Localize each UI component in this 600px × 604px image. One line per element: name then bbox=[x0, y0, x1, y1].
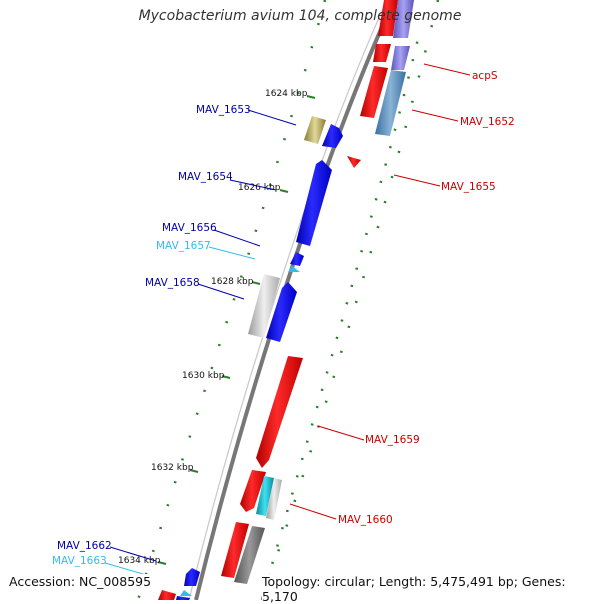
leader-line bbox=[104, 562, 151, 577]
leader-line bbox=[423, 63, 471, 76]
leader-line bbox=[289, 503, 337, 520]
gene-feature-mav1662[interactable] bbox=[184, 568, 200, 586]
gene-feature[interactable] bbox=[176, 596, 190, 600]
gene-feature-mav1658[interactable] bbox=[248, 274, 280, 338]
accession-text: Accession: NC_008595 bbox=[9, 574, 152, 589]
tick-mark bbox=[157, 561, 167, 565]
gene-label-mav1663[interactable]: MAV_1663 bbox=[52, 555, 107, 567]
tick-mark bbox=[279, 189, 289, 193]
gene-feature-mav1660[interactable] bbox=[266, 478, 282, 520]
gene-label-mav1656[interactable]: MAV_1656 bbox=[162, 222, 217, 234]
minus-strand-genes bbox=[158, 116, 343, 600]
genome-backbone-inner bbox=[188, 0, 388, 600]
gene-feature[interactable] bbox=[234, 526, 265, 584]
tick-label: 1634 kbp bbox=[118, 556, 161, 566]
gene-label-mav1655[interactable]: MAV_1655 bbox=[441, 181, 496, 193]
gene-label-mav1657[interactable]: MAV_1657 bbox=[156, 240, 211, 252]
gene-feature[interactable] bbox=[221, 522, 249, 578]
gene-feature-mav1657[interactable] bbox=[288, 266, 300, 272]
gene-feature[interactable] bbox=[158, 590, 176, 600]
gene-feature-mav1658[interactable] bbox=[266, 282, 297, 342]
tick-label: 1632 kbp bbox=[151, 463, 194, 473]
gene-feature[interactable] bbox=[378, 0, 398, 36]
tick-label: 1630 kbp bbox=[182, 371, 225, 381]
tick-label: 1626 kbp bbox=[238, 183, 281, 193]
gene-feature-mav1660[interactable] bbox=[256, 476, 274, 516]
leader-line bbox=[213, 229, 261, 247]
leader-line bbox=[229, 179, 277, 191]
gene-feature-mav1655[interactable] bbox=[347, 156, 361, 168]
gene-label-mav1662[interactable]: MAV_1662 bbox=[57, 540, 112, 552]
tick-mark bbox=[251, 281, 261, 285]
plus-strand-genes bbox=[221, 0, 414, 584]
tick-label: 1624 kbp bbox=[265, 89, 308, 99]
gene-feature[interactable] bbox=[391, 46, 410, 70]
gene-label-acps[interactable]: acpS bbox=[472, 70, 498, 82]
label-leaders bbox=[104, 63, 471, 577]
gene-feature-mav1653[interactable] bbox=[304, 116, 326, 144]
leader-line bbox=[208, 246, 256, 260]
gene-label-mav1658[interactable]: MAV_1658 bbox=[145, 277, 200, 289]
gene-feature[interactable] bbox=[373, 44, 391, 62]
position-ticks: 1624 kbp 1626 kbp 1628 kbp 1630 kbp 1632… bbox=[118, 89, 316, 566]
leader-line bbox=[411, 109, 459, 122]
gene-label-mav1659[interactable]: MAV_1659 bbox=[365, 434, 420, 446]
tick-label: 1628 kbp bbox=[211, 277, 254, 287]
tick-mark bbox=[306, 95, 316, 99]
gene-label-mav1652[interactable]: MAV_1652 bbox=[460, 116, 515, 128]
gene-feature-mav1660[interactable] bbox=[240, 470, 266, 512]
gene-feature[interactable] bbox=[393, 0, 414, 38]
genome-stats-text: Topology: circular; Length: 5,475,491 bp… bbox=[262, 574, 600, 604]
leader-line bbox=[317, 425, 365, 441]
gene-feature-mav1654[interactable] bbox=[296, 160, 332, 246]
gene-label-mav1654[interactable]: MAV_1654 bbox=[178, 171, 233, 183]
gene-feature-mav1663[interactable] bbox=[180, 590, 192, 596]
gene-feature-mav1653[interactable] bbox=[322, 124, 343, 148]
gene-labels: acpS MAV_1652 MAV_1653 MAV_1654 MAV_1655… bbox=[52, 70, 515, 567]
leader-line bbox=[197, 283, 245, 300]
gene-feature-mav1659[interactable] bbox=[256, 356, 303, 468]
gene-label-mav1660[interactable]: MAV_1660 bbox=[338, 514, 393, 526]
gene-feature-mav1652[interactable] bbox=[375, 70, 406, 136]
leader-line bbox=[247, 109, 297, 126]
gene-feature-mav1652[interactable] bbox=[360, 66, 388, 118]
map-title-overlay: Mycobacterium avium 104, complete genome bbox=[138, 8, 462, 24]
tick-mark bbox=[189, 469, 199, 473]
tick-mark bbox=[221, 375, 231, 379]
gene-label-mav1653[interactable]: MAV_1653 bbox=[196, 104, 251, 116]
leader-line bbox=[109, 546, 157, 562]
gene-feature-mav1656[interactable] bbox=[290, 252, 304, 266]
leader-line bbox=[393, 174, 441, 187]
